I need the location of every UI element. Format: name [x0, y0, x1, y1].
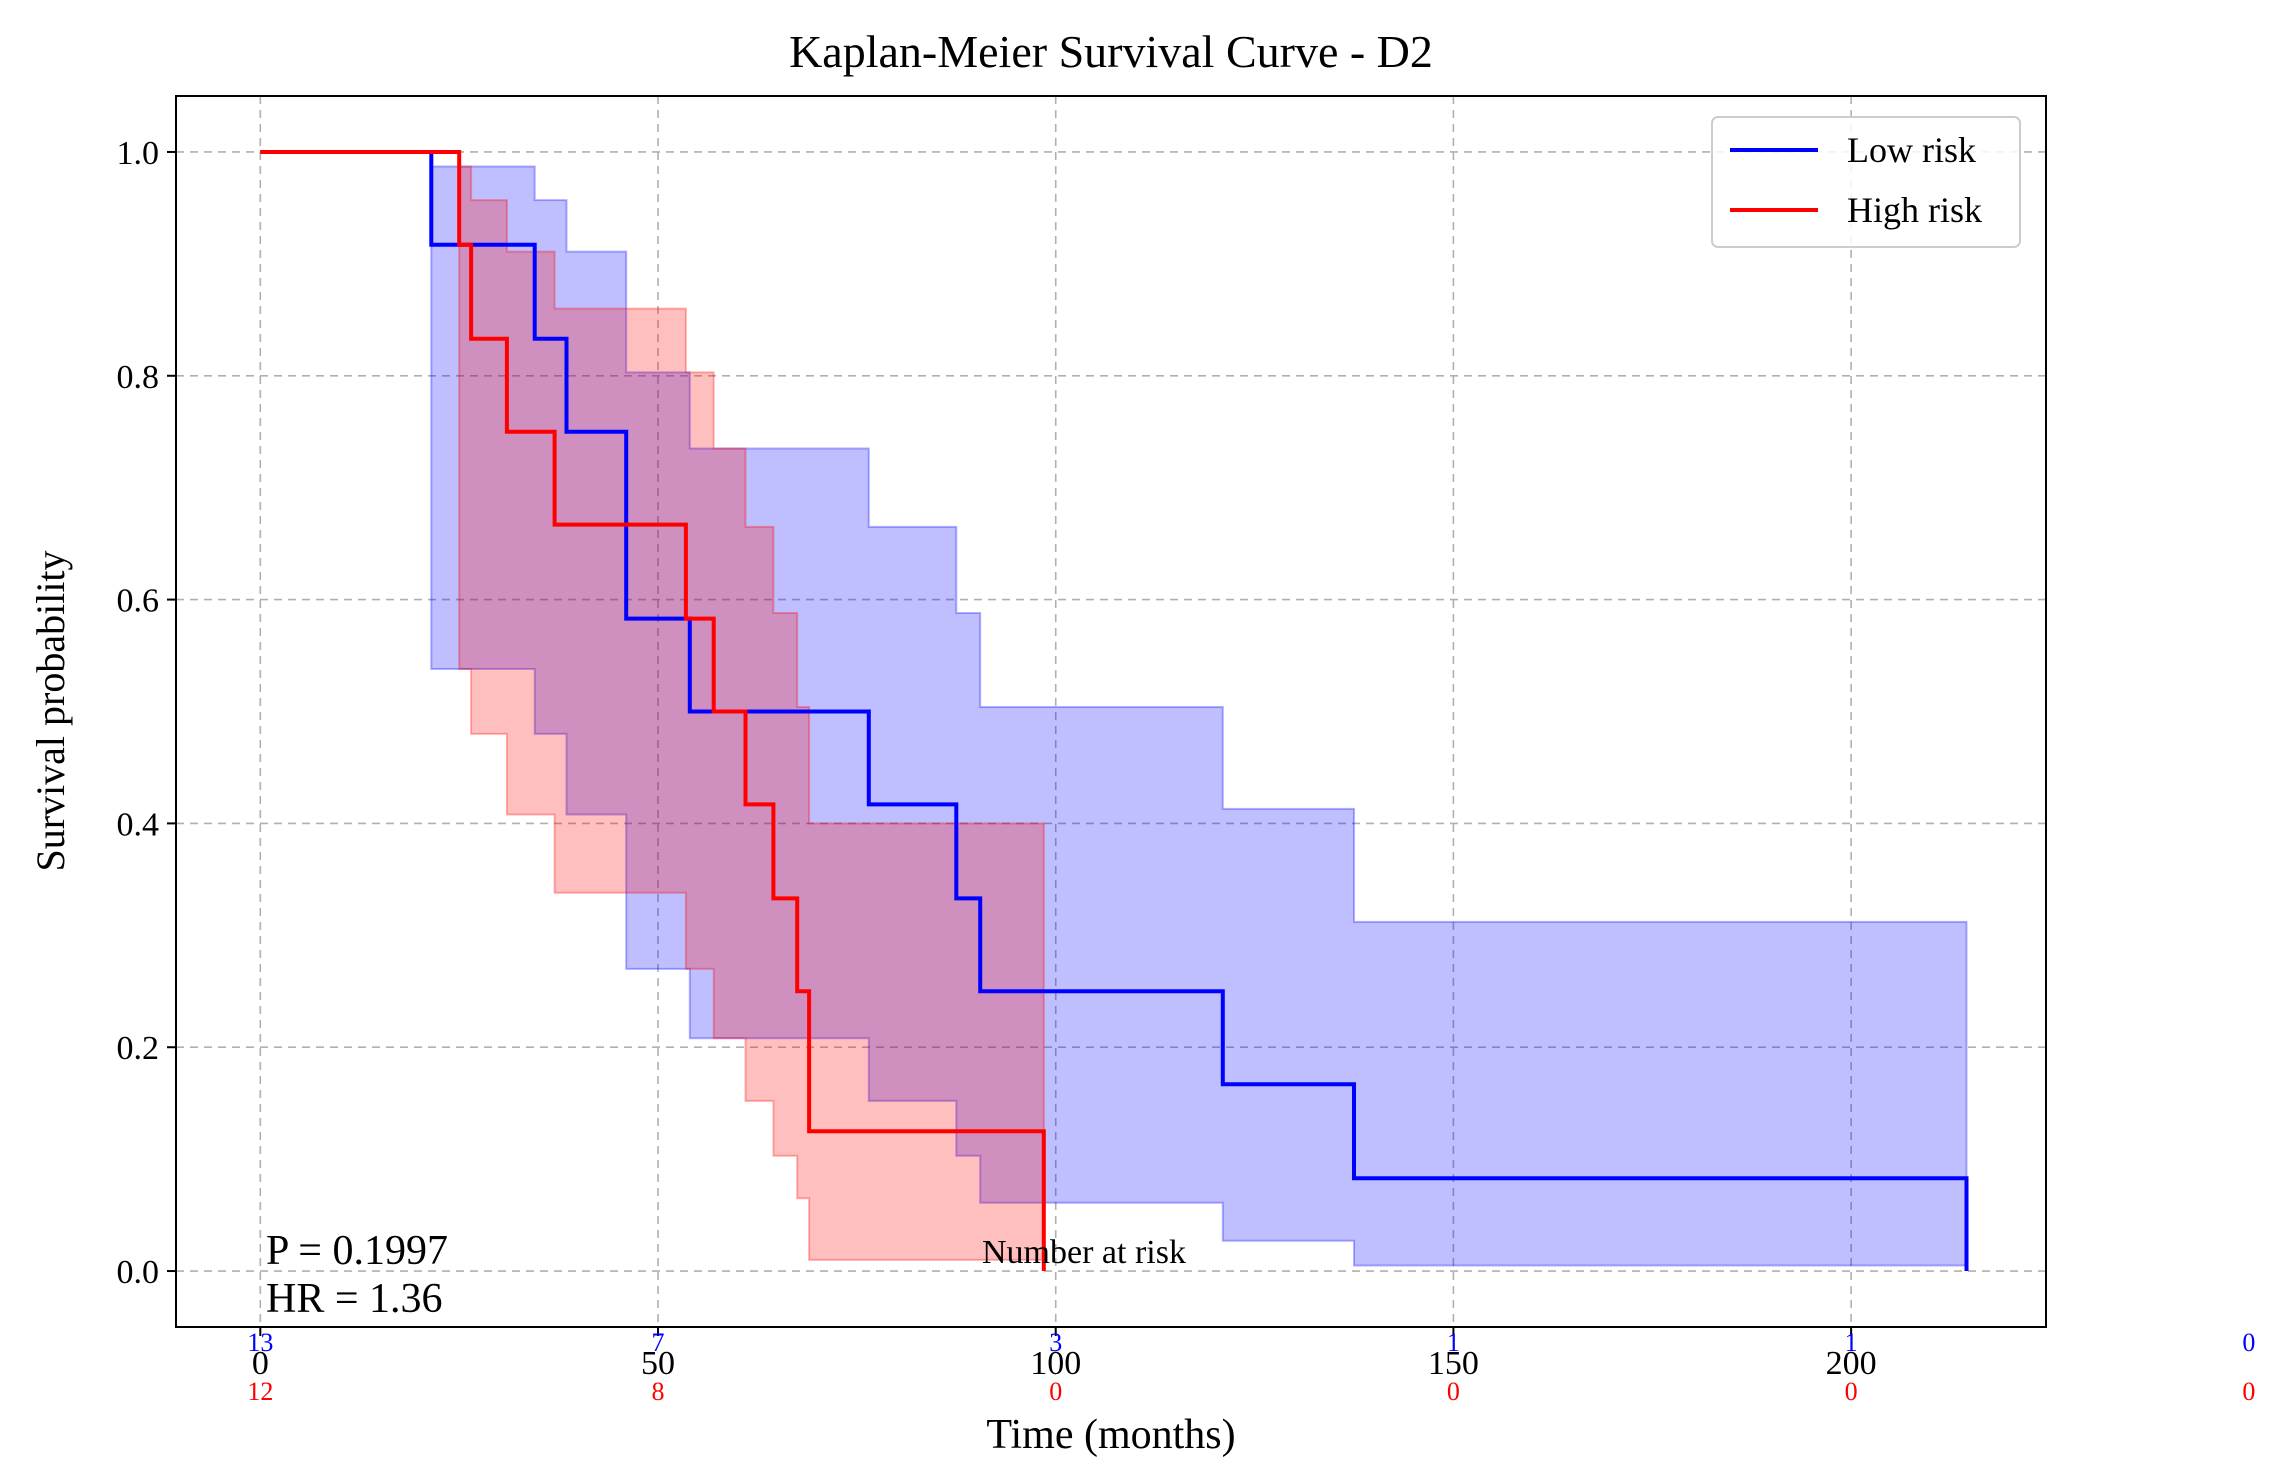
y-tick-label-5: 1.0: [117, 135, 160, 172]
x-tick-label-2: 100: [1030, 1345, 1081, 1382]
at-risk-low-5: 0: [2242, 1328, 2255, 1357]
x-tick-label-0: 0: [252, 1345, 269, 1382]
p-value-annotation: P = 0.1997: [266, 1228, 448, 1274]
chart-title: Kaplan-Meier Survival Curve - D2: [789, 26, 1433, 77]
y-tick-label-1: 0.2: [117, 1030, 160, 1067]
x-axis-label: Time (months): [986, 1412, 1235, 1458]
survival-curve-1: [260, 150, 1046, 1271]
at-risk-low-3: 1: [1447, 1328, 1460, 1357]
number-at-risk-label: Number at risk: [982, 1234, 1186, 1271]
confidence-bands: [260, 151, 1968, 1267]
legend-label-low-risk: Low risk: [1847, 130, 1976, 170]
at-risk-high-2: 0: [1049, 1377, 1062, 1406]
at-risk-low-4: 1: [1845, 1328, 1858, 1357]
survival-curves: [260, 150, 1969, 1271]
legend-label-high-risk: High risk: [1847, 190, 1982, 230]
hazard-ratio-annotation: HR = 1.36: [266, 1276, 443, 1322]
y-tick-label-3: 0.6: [117, 583, 160, 620]
at-risk-low-1: 7: [652, 1328, 665, 1357]
y-tick-label-0: 0.0: [117, 1254, 160, 1291]
ci-band-1: [260, 151, 1045, 1261]
x-tick-label-4: 200: [1826, 1345, 1877, 1382]
at-risk-low-2: 3: [1049, 1328, 1062, 1357]
at-risk-low-0: 13: [247, 1328, 273, 1357]
legend: Low risk High risk: [1711, 116, 2021, 248]
at-risk-high-4: 0: [1845, 1377, 1858, 1406]
at-risk-high-3: 0: [1447, 1377, 1460, 1406]
at-risk-high-5: 0: [2242, 1377, 2255, 1406]
survival-curve-0: [260, 150, 1969, 1271]
x-tick-label-1: 50: [641, 1345, 675, 1382]
at-risk-high-1: 8: [652, 1377, 665, 1406]
at-risk-high-0: 12: [247, 1377, 273, 1406]
y-tick-label-2: 0.4: [117, 806, 160, 843]
ci-band-0: [260, 151, 1968, 1267]
axis-ticks: 0 50 100 150 200 0.0 0.2 0.4 0.6 0.8 1.0: [117, 135, 1877, 1382]
x-tick-label-3: 150: [1428, 1345, 1479, 1382]
y-axis-label: Survival probability: [28, 550, 73, 871]
y-tick-label-4: 0.8: [117, 359, 160, 396]
plot-frame: [175, 95, 2047, 1328]
